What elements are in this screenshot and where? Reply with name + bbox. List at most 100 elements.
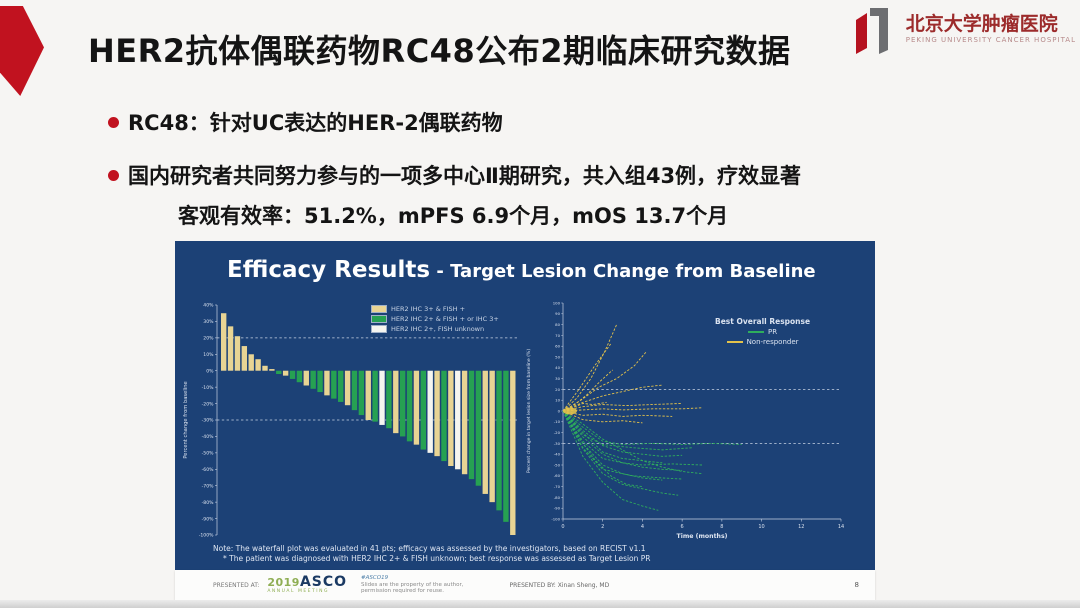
svg-text:-50: -50	[554, 462, 561, 467]
svg-text:-100%: -100%	[199, 533, 214, 539]
svg-text:Time (months): Time (months)	[677, 533, 728, 540]
slide-footer: PRESENTED AT: 2019 ASCO ANNUAL MEETING #…	[175, 570, 875, 600]
svg-text:12: 12	[798, 524, 804, 530]
legend-line-icon	[726, 341, 743, 343]
svg-text:-100: -100	[551, 516, 560, 521]
hashtag: #ASCO19	[361, 574, 389, 581]
sub-bullet-text: 客观有效率：51.2%，mPFS 6.9个月，mOS 13.7个月	[178, 204, 729, 228]
bullet-item-1: RC48：针对UC表达的HER-2偶联药物	[108, 107, 503, 137]
svg-text:40: 40	[555, 365, 560, 370]
svg-text:100: 100	[553, 300, 561, 305]
svg-text:Percent change in target lesio: Percent change in target lesion size fro…	[526, 349, 532, 474]
svg-text:-20%: -20%	[202, 401, 215, 407]
presented-at-label: PRESENTED AT:	[213, 581, 260, 589]
spider-chart-svg: 1009080706050403020100-10-20-30-40-50-60…	[526, 300, 844, 540]
legend-title: Best Overall Response	[715, 317, 811, 326]
asco-subtitle: ANNUAL MEETING	[267, 589, 329, 595]
svg-text:-30: -30	[554, 441, 561, 446]
svg-text:-10: -10	[554, 419, 561, 424]
legend-item-pr: PR	[715, 328, 810, 336]
svg-text:-50%: -50%	[202, 451, 215, 457]
svg-text:4: 4	[641, 524, 644, 530]
svg-text:-10%: -10%	[202, 385, 215, 391]
asco-year: 2019	[267, 576, 300, 590]
legend-label: HER2 IHC 2+, FISH unknown	[391, 325, 485, 333]
svg-text:10%: 10%	[203, 352, 214, 358]
footnote-2: * The patient was diagnosed with HER2 IH…	[223, 554, 651, 563]
svg-text:90: 90	[555, 311, 560, 316]
svg-text:-90: -90	[554, 506, 561, 511]
svg-text:60: 60	[555, 344, 560, 349]
legend-item: HER2 IHC 3+ & FISH +	[371, 305, 499, 313]
bullet-dot-icon	[108, 117, 119, 128]
svg-text:-90%: -90%	[202, 516, 215, 522]
hospital-name-cn: 北京大学肿瘤医院	[905, 13, 1058, 36]
svg-text:40%: 40%	[203, 303, 214, 309]
svg-text:-20: -20	[554, 430, 561, 435]
svg-text:-30%: -30%	[202, 418, 215, 424]
asco-logo: 2019 ASCO ANNUAL MEETING	[267, 575, 347, 595]
legend-label: HER2 IHC 3+ & FISH +	[391, 305, 466, 313]
svg-text:0: 0	[558, 408, 561, 413]
svg-text:30%: 30%	[203, 319, 214, 325]
bottom-band	[0, 600, 1080, 608]
red-arrow-icon	[0, 6, 44, 96]
svg-text:10: 10	[758, 524, 764, 530]
bullet-2-text: 国内研究者共同努力参与的一项多中心Ⅱ期研究，共入组43例，疗效显著	[128, 164, 802, 188]
legend-line-icon	[747, 331, 764, 333]
svg-text:-80%: -80%	[202, 500, 215, 506]
rights-line-1: Slides are the property of the author,	[361, 581, 464, 588]
presented-by: PRESENTED BY: Xinan Sheng, MD	[509, 581, 610, 589]
rights-line-2: permission required for reuse.	[361, 588, 444, 595]
svg-text:6: 6	[681, 524, 684, 530]
svg-text:20: 20	[555, 387, 560, 392]
spider-legend: Best Overall Response PR Non-responder	[715, 317, 810, 346]
bullet-1-text: RC48：针对UC表达的HER-2偶联药物	[128, 111, 503, 135]
svg-text:10: 10	[555, 398, 560, 403]
legend-label: PR	[767, 328, 778, 336]
svg-text:-70%: -70%	[202, 483, 215, 489]
svg-text:50: 50	[555, 354, 560, 359]
page-title: HER2抗体偶联药物RC48公布2期临床研究数据	[88, 32, 791, 70]
slide-rights: #ASCO19 Slides are the property of the a…	[361, 575, 463, 596]
svg-text:-60%: -60%	[202, 467, 215, 473]
svg-text:14: 14	[838, 524, 844, 530]
legend-item-nonresponder: Non-responder	[715, 338, 810, 346]
footnote-1: Note: The waterfall plot was evaluated i…	[213, 544, 646, 553]
svg-text:70: 70	[555, 333, 560, 338]
hospital-name-en: PEKING UNIVERSITY CANCER HOSPITAL	[905, 36, 1076, 45]
svg-text:20%: 20%	[203, 336, 214, 342]
legend-item: HER2 IHC 2+, FISH unknown	[371, 325, 499, 333]
chart-title-sub: - Target Lesion Change from Baseline	[430, 261, 816, 282]
legend-label: Non-responder	[746, 338, 799, 346]
legend-swatch-icon	[371, 305, 387, 313]
bullet-item-2: 国内研究者共同努力参与的一项多中心Ⅱ期研究，共入组43例，疗效显著	[108, 160, 801, 190]
svg-text:-80: -80	[554, 495, 561, 500]
svg-text:-60: -60	[554, 473, 561, 478]
legend-swatch-icon	[371, 325, 387, 333]
legend-label: HER2 IHC 2+ & FISH + or IHC 3+	[391, 315, 499, 323]
svg-text:80: 80	[555, 322, 560, 327]
legend-swatch-icon	[371, 315, 387, 323]
asco-name: ASCO	[299, 574, 348, 591]
page-number: 8	[854, 581, 859, 589]
hospital-logo: 北京大学肿瘤医院 PEKING UNIVERSITY CANCER HOSPIT…	[848, 4, 1076, 56]
legend-item: HER2 IHC 2+ & FISH + or IHC 3+	[371, 315, 499, 323]
chart-title: Efficacy Results - Target Lesion Change …	[227, 257, 816, 283]
svg-text:2: 2	[601, 524, 604, 530]
chart-panel: Efficacy Results - Target Lesion Change …	[175, 241, 875, 570]
chart-title-main: Efficacy Results	[227, 257, 431, 283]
hospital-building-icon	[855, 8, 888, 54]
svg-text:0%: 0%	[206, 368, 214, 374]
svg-text:-70: -70	[554, 484, 561, 489]
svg-text:0: 0	[561, 524, 564, 530]
svg-text:-40%: -40%	[202, 434, 215, 440]
svg-text:-40: -40	[554, 452, 561, 457]
svg-text:Percent change from baseline: Percent change from baseline	[183, 381, 189, 458]
waterfall-legend: HER2 IHC 3+ & FISH + HER2 IHC 2+ & FISH …	[371, 305, 499, 333]
svg-text:8: 8	[720, 524, 723, 530]
bullet-dot-icon	[108, 170, 119, 181]
svg-text:30: 30	[555, 376, 560, 381]
waterfall-chart-svg: 40% 30% 20% 10% 0% -10% -20% -30% -40% -50% -60% -7…	[183, 303, 519, 539]
